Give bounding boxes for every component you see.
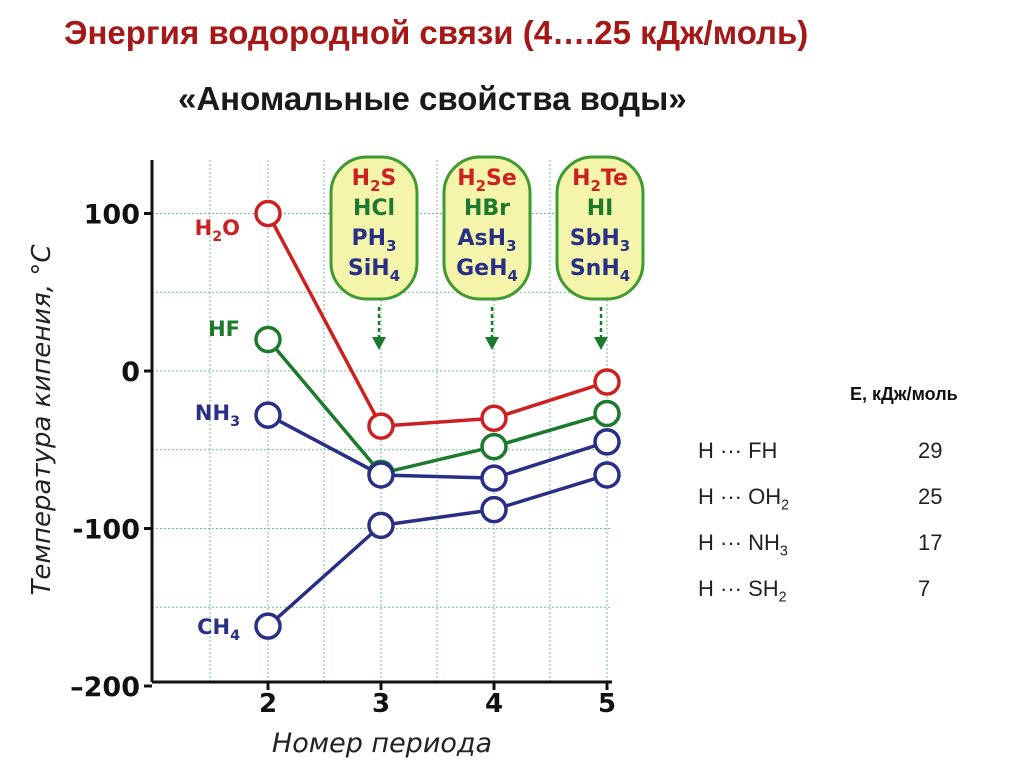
compound-formula: SnH4 (570, 256, 630, 285)
series-line (266, 212, 608, 428)
series-label: NH3 (195, 401, 240, 430)
compound-formula: H2S (352, 166, 397, 195)
series-line (267, 413, 608, 480)
series-line (266, 338, 608, 476)
x-axis-label: Номер периода (272, 728, 492, 759)
y-tick-label: 0 (121, 357, 140, 388)
data-point (480, 464, 508, 492)
energy-row: H ··· OH2 25 (698, 484, 942, 513)
y-tick-label: -100 (72, 515, 140, 546)
slide-subtitle: «Аномальные свойства воды» (178, 80, 687, 117)
data-point (480, 495, 508, 524)
bond-label: H ··· SH2 (698, 576, 787, 606)
data-point (254, 199, 282, 228)
x-tick-label: 3 (372, 689, 390, 719)
data-point (593, 428, 621, 456)
compound-formula: SbH3 (570, 226, 630, 255)
data-point (593, 461, 621, 489)
compound-formula: H2Te (572, 166, 628, 195)
bond-energy-value: 25 (918, 484, 943, 509)
x-tick-label: 2 (259, 689, 277, 719)
x-tick-label: 4 (485, 689, 503, 719)
compound-formula: PH3 (352, 226, 397, 255)
bond-energy-value: 17 (918, 530, 943, 555)
arrow-head (372, 337, 386, 350)
compound-formula: SiH4 (348, 256, 400, 285)
series-label: HF (208, 317, 240, 341)
y-axis-label: Температура кипения, °С (27, 244, 57, 596)
energy-row: H ··· SH2 7 (698, 576, 930, 605)
energy-row: H ··· FH 29 (698, 438, 942, 467)
series-label: CH4 (197, 615, 240, 644)
y-tick-label: 100 (84, 200, 140, 231)
series-line (266, 473, 608, 628)
energy-row: H ··· NH3 17 (698, 530, 942, 559)
data-point (254, 612, 282, 640)
y-tick-label: –200 (70, 672, 140, 703)
bond-label: H ··· FH (698, 438, 778, 463)
compound-box (329, 155, 419, 301)
data-point (593, 399, 621, 428)
compound-formula: HCl (353, 196, 395, 221)
data-point (367, 461, 395, 489)
compound-formula: H2Se (457, 166, 517, 195)
compound-formula: AsH3 (458, 226, 517, 255)
slide-title: Энергия водородной связи (4….25 кДж/моль… (64, 14, 809, 51)
bond-label: H ··· OH2 (698, 484, 790, 514)
x-tick-label: 5 (598, 689, 616, 719)
data-point (593, 368, 621, 396)
bond-label: H ··· NH3 (698, 530, 788, 560)
bond-energy-value: 29 (918, 438, 943, 463)
compound-box (555, 155, 645, 301)
data-point (480, 404, 508, 432)
data-point (480, 432, 508, 461)
energy-table-header: Е, кДж/моль (850, 384, 958, 404)
arrow-head (594, 337, 608, 350)
data-point (254, 401, 282, 429)
compound-formula: HBr (464, 196, 510, 221)
bond-energy-value: 7 (918, 576, 931, 601)
compound-formula: GeH4 (456, 256, 518, 285)
data-point (254, 325, 282, 354)
data-point (367, 511, 395, 540)
data-point (367, 412, 395, 440)
compound-formula: HI (587, 196, 614, 221)
compound-box (442, 155, 532, 301)
arrow-head (485, 337, 499, 350)
series-label: H2O (195, 216, 240, 245)
